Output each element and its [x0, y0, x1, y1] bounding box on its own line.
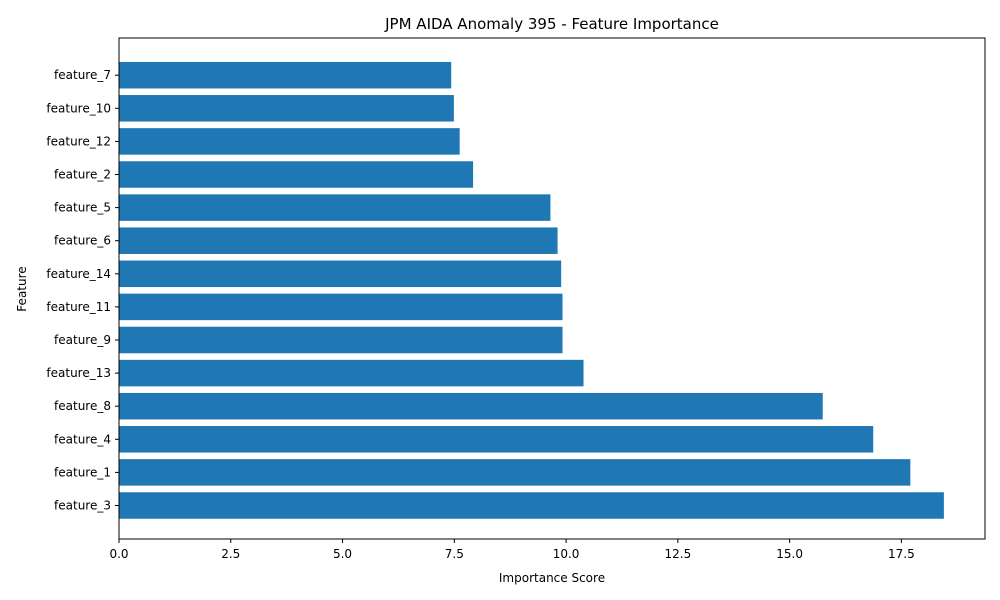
x-tick-label: 10.0	[553, 547, 580, 561]
x-tick-label: 5.0	[333, 547, 352, 561]
y-tick-label: feature_13	[46, 366, 111, 380]
x-tick-label: 7.5	[445, 547, 464, 561]
y-tick-label: feature_10	[46, 101, 111, 115]
y-axis-ticks: feature_3 feature_1 feature_4 feature_8 feat…	[46, 68, 119, 513]
y-tick-label: feature_6	[54, 234, 111, 248]
x-tick-label: 2.5	[221, 547, 240, 561]
chart-title: JPM AIDA Anomaly 395 - Feature Importanc…	[384, 15, 719, 33]
y-tick-label: feature_8	[54, 399, 111, 413]
bar-feature_1	[119, 459, 911, 486]
y-tick-label: feature_2	[54, 168, 111, 182]
x-tick-label: 12.5	[664, 547, 691, 561]
y-tick-label: feature_14	[46, 267, 111, 281]
x-tick-label: 17.5	[888, 547, 915, 561]
x-tick-label: 15.0	[776, 547, 803, 561]
y-tick-label: feature_9	[54, 333, 111, 347]
plot-frame	[118, 37, 986, 540]
x-tick-label: 0.0	[109, 547, 128, 561]
bar-feature_11	[119, 293, 563, 321]
y-tick-label: feature_12	[46, 134, 111, 148]
y-tick-label: feature_1	[54, 465, 111, 479]
bar-feature_6	[119, 227, 558, 254]
bar-feature_2	[119, 161, 474, 188]
y-tick-label: feature_4	[54, 432, 111, 446]
bar-feature_10	[119, 95, 454, 122]
x-axis-label: Importance Score	[499, 571, 605, 585]
bar-feature_13	[119, 359, 584, 387]
x-axis-ticks: 0.0 2.5 5.0 7.5 10.0 12.5 15.0 17.5	[109, 539, 915, 561]
bar-feature_5	[119, 194, 551, 221]
bar-feature_7	[119, 61, 452, 89]
y-axis-label: Feature	[15, 266, 29, 311]
bar-feature_8	[119, 392, 823, 420]
bar-feature_3	[119, 492, 944, 519]
y-tick-label: feature_3	[54, 499, 111, 513]
bar-feature_12	[119, 128, 460, 155]
bar-feature_4	[119, 426, 874, 453]
y-tick-label: feature_7	[54, 68, 111, 82]
y-tick-label: feature_5	[54, 201, 111, 215]
bars-group	[119, 61, 944, 519]
bar-feature_9	[119, 326, 563, 354]
y-tick-label: feature_11	[46, 300, 111, 314]
bar-feature_14	[119, 260, 562, 288]
